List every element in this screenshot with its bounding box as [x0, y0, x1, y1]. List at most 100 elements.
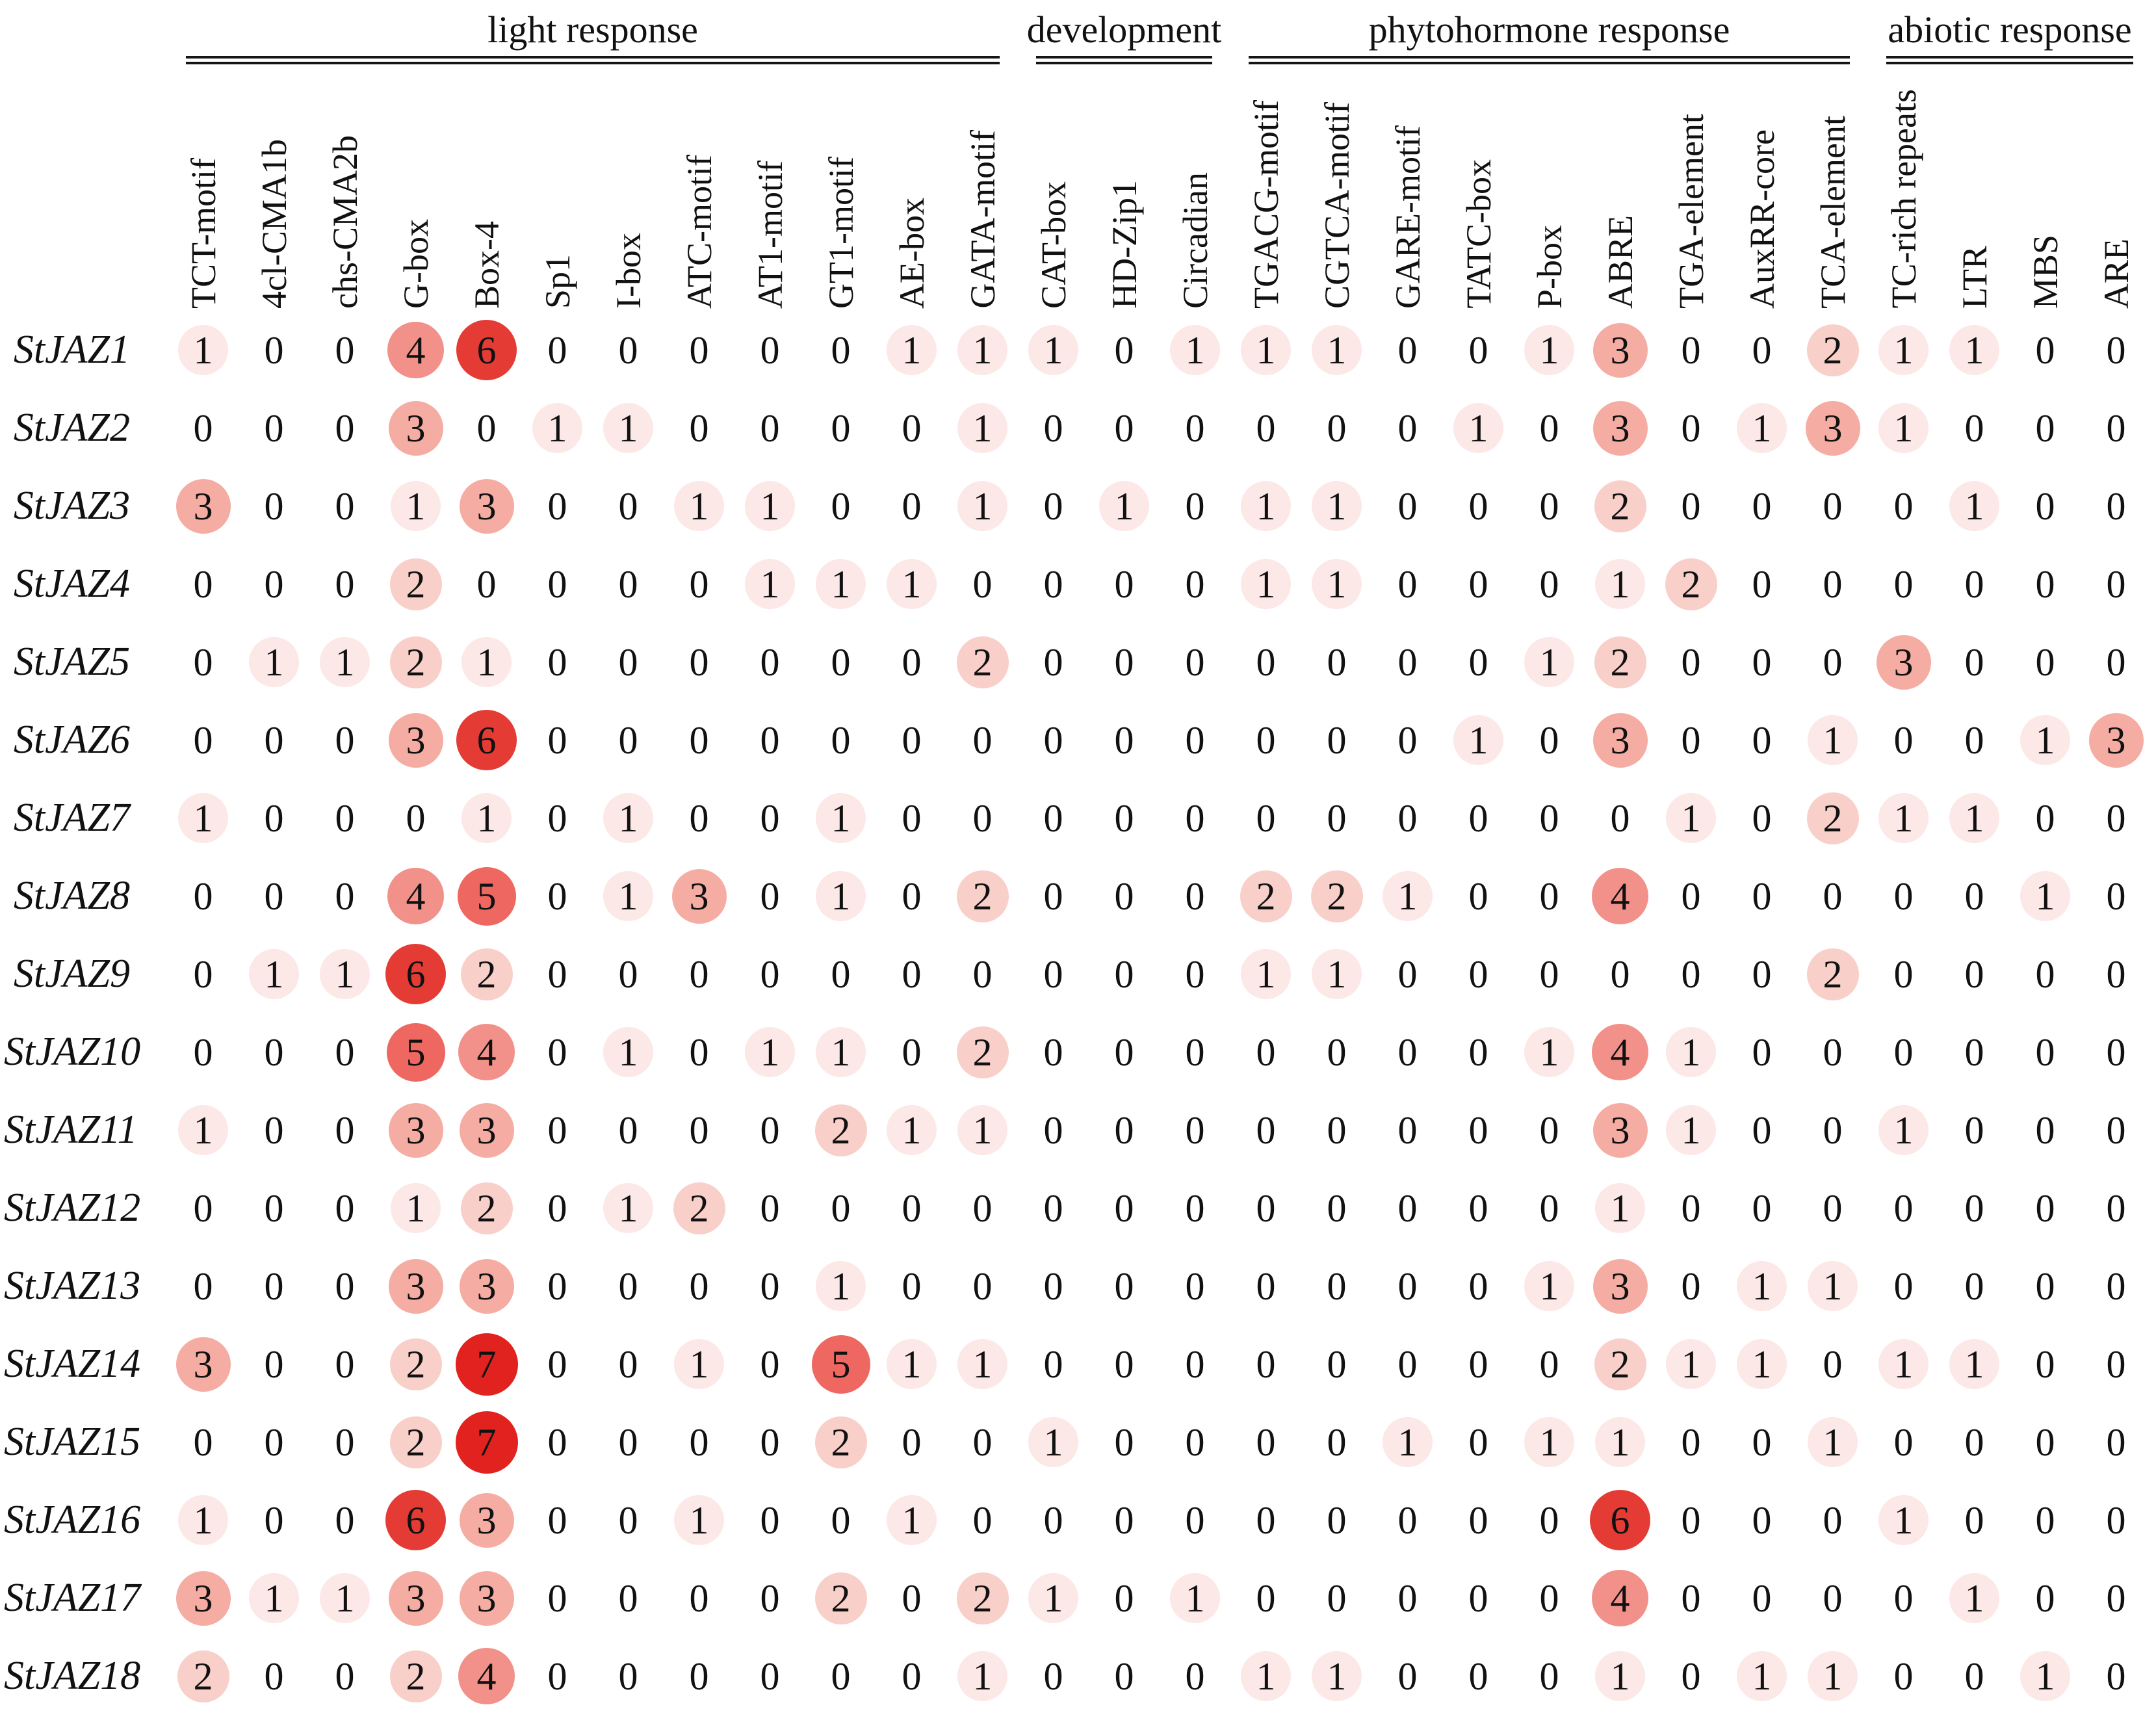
- matrix-cell: 7: [451, 1325, 522, 1403]
- count-bubble: 3: [1592, 712, 1648, 768]
- count-value: 0: [1114, 718, 1134, 762]
- matrix-cell: 0: [1372, 779, 1443, 857]
- matrix-cell: 0: [1372, 1481, 1443, 1559]
- matrix-cell: 0: [1301, 1481, 1372, 1559]
- count-bubble: 1: [957, 403, 1007, 454]
- count-value: 0: [264, 1264, 284, 1308]
- count-bubble: 6: [385, 944, 446, 1005]
- count-value: 0: [689, 406, 709, 450]
- matrix-cell: 0: [876, 1403, 947, 1481]
- matrix-cell: 0: [1089, 1325, 1160, 1403]
- count-value: 4: [1610, 874, 1630, 918]
- count-bubble: 3: [1592, 322, 1648, 378]
- matrix-cell: 0: [593, 1325, 664, 1403]
- count-value: 3: [1823, 406, 1843, 450]
- matrix-cell: 2: [1301, 857, 1372, 935]
- count-value: 1: [1539, 1030, 1559, 1074]
- matrix-cell: 0: [805, 467, 876, 545]
- count-value: 0: [1114, 562, 1134, 606]
- count-value: 0: [547, 1420, 567, 1464]
- category-double-rule: [1249, 55, 1850, 64]
- matrix-cell: 0: [734, 1481, 805, 1559]
- matrix-cell: 0: [1726, 935, 1797, 1013]
- matrix-cell: 0: [1372, 623, 1443, 701]
- count-bubble: 1: [1383, 1417, 1433, 1468]
- count-value: 0: [1114, 1264, 1134, 1308]
- count-bubble: 1: [391, 1183, 441, 1234]
- count-value: 0: [1468, 1264, 1488, 1308]
- matrix-cell: 0: [1443, 623, 1514, 701]
- count-bubble: 3: [459, 478, 514, 534]
- matrix-cell: 0: [734, 1325, 805, 1403]
- count-value: 3: [476, 1576, 497, 1620]
- count-bubble: 2: [389, 558, 442, 610]
- count-value: 0: [1397, 1186, 1418, 1230]
- count-value: 0: [831, 640, 851, 684]
- matrix-cell: 1: [1018, 311, 1089, 389]
- count-value: 0: [689, 1264, 709, 1308]
- matrix-cell: 0: [1160, 1013, 1230, 1091]
- matrix-cell: 0: [168, 1403, 239, 1481]
- matrix-cell: 0: [734, 623, 805, 701]
- count-value: 0: [1823, 1576, 1843, 1620]
- count-bubble: 2: [814, 1572, 867, 1624]
- count-value: 0: [1468, 1654, 1488, 1698]
- matrix-cell: 0: [1443, 311, 1514, 389]
- matrix-cell: 0: [2010, 1169, 2081, 1247]
- matrix-cell: 3: [168, 467, 239, 545]
- matrix-cell: 1: [947, 389, 1018, 467]
- count-value: 1: [1893, 1498, 1914, 1542]
- matrix-cell: 2: [805, 1091, 876, 1169]
- matrix-cell: 0: [1372, 1169, 1443, 1247]
- count-value: 1: [1610, 1186, 1630, 1230]
- count-bubble: 3: [1876, 634, 1931, 690]
- count-value: 1: [406, 484, 426, 528]
- count-value: 1: [1610, 1654, 1630, 1698]
- matrix-cell: 0: [1230, 779, 1301, 857]
- matrix-cell: 1: [1868, 1091, 1939, 1169]
- count-bubble: 1: [1737, 1339, 1787, 1390]
- count-value: 1: [689, 484, 709, 528]
- count-value: 0: [1397, 562, 1418, 606]
- count-bubble: 1: [249, 949, 299, 1000]
- matrix-cell: 0: [1018, 1091, 1089, 1169]
- count-value: 0: [264, 718, 284, 762]
- count-value: 1: [902, 562, 922, 606]
- column-header: Box-4: [467, 220, 506, 309]
- matrix-cell: 0: [1514, 545, 1585, 623]
- count-value: 1: [1964, 328, 1984, 372]
- matrix-cell: 0: [451, 389, 522, 467]
- count-bubble: 1: [1099, 481, 1149, 532]
- count-value: 7: [476, 1342, 497, 1386]
- count-value: 0: [831, 1654, 851, 1698]
- matrix-cell: 0: [1868, 935, 1939, 1013]
- matrix-cell: 0: [1018, 545, 1089, 623]
- count-bubble: 1: [532, 403, 582, 454]
- matrix-cell: 0: [1585, 779, 1656, 857]
- matrix-cell: 0: [1230, 389, 1301, 467]
- matrix-cell: 0: [239, 779, 309, 857]
- count-value: 0: [2035, 1498, 2055, 1542]
- column-header-cell: P-box: [1514, 64, 1585, 311]
- matrix-cell: 0: [1089, 779, 1160, 857]
- count-value: 5: [831, 1342, 851, 1386]
- matrix-cell: 0: [805, 1169, 876, 1247]
- matrix-cell: 3: [1585, 1247, 1656, 1325]
- count-bubble: 1: [957, 1651, 1007, 1702]
- matrix-cell: 0: [522, 1013, 593, 1091]
- matrix-cell: 0: [1443, 935, 1514, 1013]
- matrix-cell: 0: [522, 935, 593, 1013]
- matrix-cell: 0: [309, 311, 380, 389]
- matrix-cell: 1: [947, 1325, 1018, 1403]
- count-value: 0: [1256, 718, 1276, 762]
- matrix-cell: 0: [1726, 1559, 1797, 1637]
- count-value: 1: [1043, 1420, 1063, 1464]
- matrix-cell: 0: [805, 701, 876, 779]
- matrix-cell: 1: [1018, 1559, 1089, 1637]
- count-value: 7: [476, 1420, 497, 1464]
- matrix-cell: 0: [239, 1481, 309, 1559]
- count-value: 0: [1681, 328, 1701, 372]
- count-value: 0: [1964, 1186, 1984, 1230]
- count-bubble: 1: [887, 559, 937, 610]
